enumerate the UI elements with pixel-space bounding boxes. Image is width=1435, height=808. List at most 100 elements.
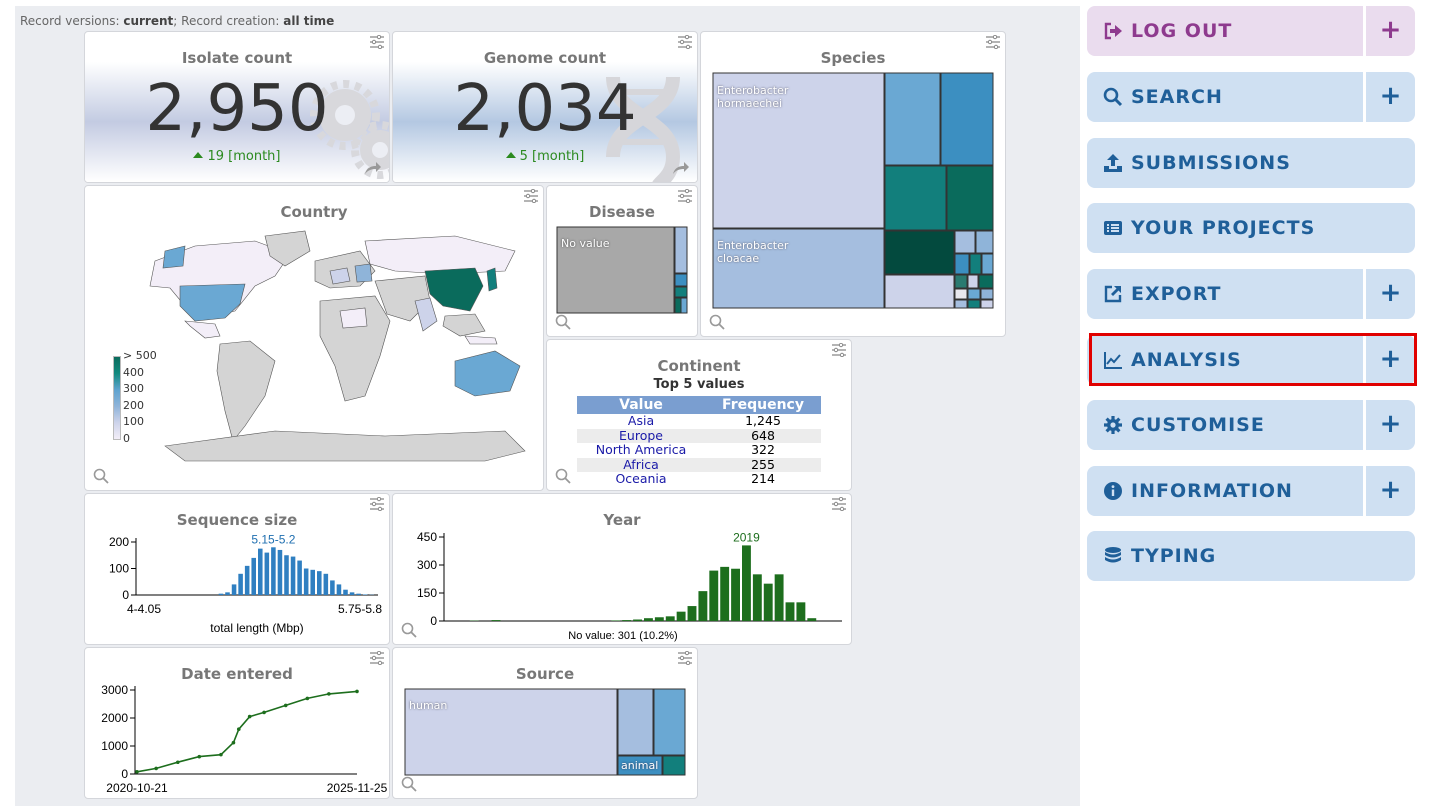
source-treemap[interactable] (393, 648, 698, 799)
histogram-bar (317, 571, 322, 595)
treemap-label: Enterobacter cloacae (717, 239, 789, 265)
menu-expand-button[interactable]: + (1363, 400, 1415, 450)
disease-treemap[interactable] (547, 186, 698, 337)
data-point (355, 689, 359, 694)
treemap-cell-hormaechei (712, 72, 885, 229)
menu-expand-button[interactable]: + (1363, 72, 1415, 122)
menu-expand-button[interactable]: + (1363, 6, 1415, 56)
search-icon (1103, 87, 1123, 107)
settings-sliders-icon[interactable] (523, 189, 539, 203)
menu-customise[interactable]: CUSTOMISE + (1087, 400, 1415, 450)
menu-search[interactable]: SEARCH + (1087, 72, 1415, 122)
search-magnifier-icon[interactable] (555, 314, 571, 330)
continent-table: Value Frequency Asia 1,245 Europe 648 North… (577, 396, 821, 487)
search-magnifier-icon[interactable] (555, 468, 571, 484)
histogram-bar (709, 570, 719, 621)
search-magnifier-icon[interactable] (93, 468, 109, 484)
species-treemap[interactable] (701, 32, 1006, 337)
year-histogram[interactable]: 0 150 300 450 2019 No value: 301 (10.2%) (393, 494, 852, 645)
date-entered-line-chart[interactable]: 0 1000 2000 3000 2020-10-21 2025-11-25 (85, 648, 390, 799)
source-title: Source (515, 665, 575, 683)
settings-sliders-icon[interactable] (369, 35, 385, 49)
histogram-bar (277, 549, 283, 595)
share-arrow-icon[interactable] (364, 161, 382, 175)
histogram-bar (343, 589, 348, 595)
settings-sliders-icon[interactable] (831, 497, 847, 511)
genome-count-value: 2,034 (453, 72, 637, 146)
histogram-bar (687, 606, 697, 621)
menu-label: SEARCH (1131, 86, 1223, 108)
data-point (327, 692, 331, 696)
menu-export[interactable]: EXPORT + (1087, 269, 1415, 319)
sequence-size-histogram[interactable]: 0 100 200 5.15-5.2 4-4.05 5.75-5.8 total lengt… (85, 494, 390, 645)
sequence-size-title: Sequence size (176, 511, 298, 529)
histogram-bar (774, 574, 784, 621)
gears-icon (310, 80, 389, 179)
external-link-icon (1104, 285, 1122, 303)
treemap-cell-human (404, 688, 618, 776)
treemap-label: animal (621, 759, 659, 772)
settings-sliders-icon[interactable] (985, 35, 1001, 49)
settings-sliders-icon[interactable] (369, 651, 385, 665)
continent-link[interactable]: Asia (627, 413, 655, 429)
source-card: Source human animal (392, 647, 698, 799)
settings-sliders-icon[interactable] (677, 35, 693, 49)
menu-log-out[interactable]: LOG OUT + (1087, 6, 1415, 56)
map-region-australia (454, 350, 521, 397)
world-map[interactable] (125, 226, 535, 466)
continent-link[interactable]: Africa (577, 457, 706, 472)
search-magnifier-icon[interactable] (401, 776, 417, 792)
menu-expand-button[interactable]: + (1363, 335, 1415, 385)
species-card: Species Enterobacter hormaec (700, 31, 1006, 337)
histogram-bar (356, 593, 361, 595)
search-magnifier-icon[interactable] (709, 314, 725, 330)
data-point (219, 752, 223, 757)
share-arrow-icon[interactable] (672, 161, 690, 175)
up-arrow-icon (193, 152, 204, 158)
analysis-highlight-box (1089, 333, 1417, 386)
map-region-usa (179, 283, 246, 322)
settings-sliders-icon[interactable] (831, 343, 847, 357)
menu-submissions[interactable]: SUBMISSIONS (1087, 138, 1415, 188)
histogram-bar (251, 557, 256, 595)
menu-your-projects[interactable]: YOUR PROJECTS (1087, 203, 1415, 253)
menu-information[interactable]: INFORMATION + (1087, 466, 1415, 516)
menu-typing[interactable]: TYPING (1087, 531, 1415, 581)
treemap-label: No value (561, 237, 610, 250)
peak-label: 5.15-5.2 (251, 532, 295, 546)
x-tick-label: 2020-10-21 (106, 781, 168, 795)
table-row: Oceania 214 (577, 472, 821, 487)
menu-analysis[interactable]: ANALYSIS + (1087, 335, 1415, 385)
isolate-count-title: Isolate count (181, 49, 293, 67)
sequence-size-card: Sequence size 0 100 200 5.15-5.2 4-4.05 5.75-… (84, 493, 390, 645)
country-card: Country (84, 185, 544, 491)
search-magnifier-icon[interactable] (401, 622, 417, 638)
menu-expand-button[interactable]: + (1363, 466, 1415, 516)
upload-icon (1104, 154, 1122, 172)
histogram-bar (225, 592, 230, 595)
year-title: Year (603, 511, 641, 529)
database-icon (1105, 547, 1121, 563)
up-arrow-icon (505, 152, 516, 158)
histogram-bar (258, 548, 263, 595)
table-row: Asia 1,245 (577, 414, 821, 429)
continent-link[interactable]: Europe (577, 428, 706, 443)
menu-expand-button[interactable]: + (1363, 269, 1415, 319)
cumulative-line (136, 690, 358, 773)
settings-sliders-icon[interactable] (677, 189, 693, 203)
data-point (305, 696, 310, 701)
species-title: Species (820, 49, 886, 67)
continent-link[interactable]: North America (595, 442, 687, 458)
isolate-count-card: Isolate count 2,950 19 [month] (84, 31, 390, 183)
table-row: Europe 648 (577, 428, 821, 443)
isolate-count-delta: 19 [month] (85, 149, 389, 164)
histogram-bar (310, 569, 315, 595)
histogram-bar (290, 556, 296, 595)
settings-sliders-icon[interactable] (369, 497, 385, 511)
continent-link[interactable]: Oceania (615, 471, 667, 487)
settings-sliders-icon[interactable] (677, 651, 693, 665)
menu-label: SUBMISSIONS (1131, 152, 1291, 174)
record-filters: Record versions: current; Record creatio… (20, 14, 335, 28)
histogram-bar (336, 584, 342, 595)
histogram-bar (284, 555, 289, 595)
